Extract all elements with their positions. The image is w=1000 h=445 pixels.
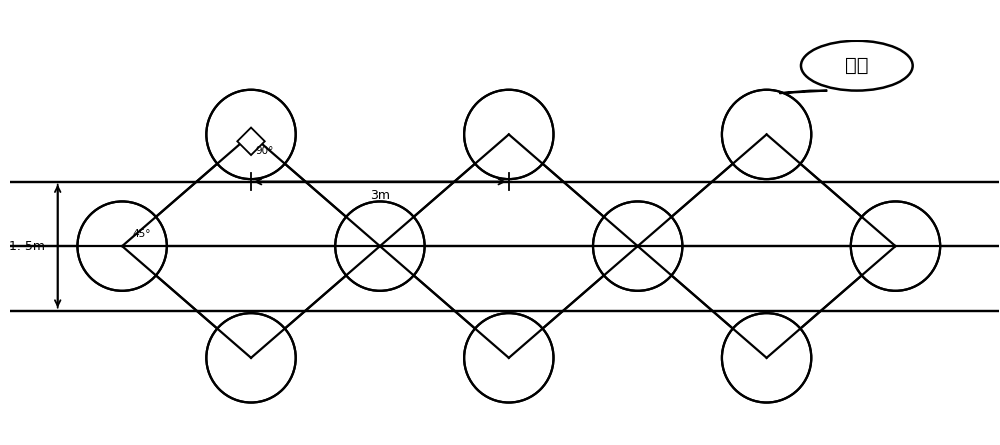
Text: 90°: 90° — [255, 146, 274, 156]
Polygon shape — [237, 128, 265, 155]
Text: 乔木: 乔木 — [845, 56, 869, 75]
Text: 3m: 3m — [370, 189, 390, 202]
Circle shape — [722, 313, 811, 403]
Ellipse shape — [801, 41, 913, 91]
Circle shape — [206, 313, 296, 403]
Circle shape — [593, 202, 682, 291]
Circle shape — [77, 202, 167, 291]
Circle shape — [464, 90, 554, 179]
Circle shape — [206, 90, 296, 179]
Text: 1. 5m: 1. 5m — [9, 239, 45, 253]
Circle shape — [722, 90, 811, 179]
Circle shape — [464, 313, 554, 403]
Circle shape — [851, 202, 940, 291]
Circle shape — [335, 202, 425, 291]
Text: 45°: 45° — [132, 229, 151, 239]
Polygon shape — [779, 91, 827, 93]
